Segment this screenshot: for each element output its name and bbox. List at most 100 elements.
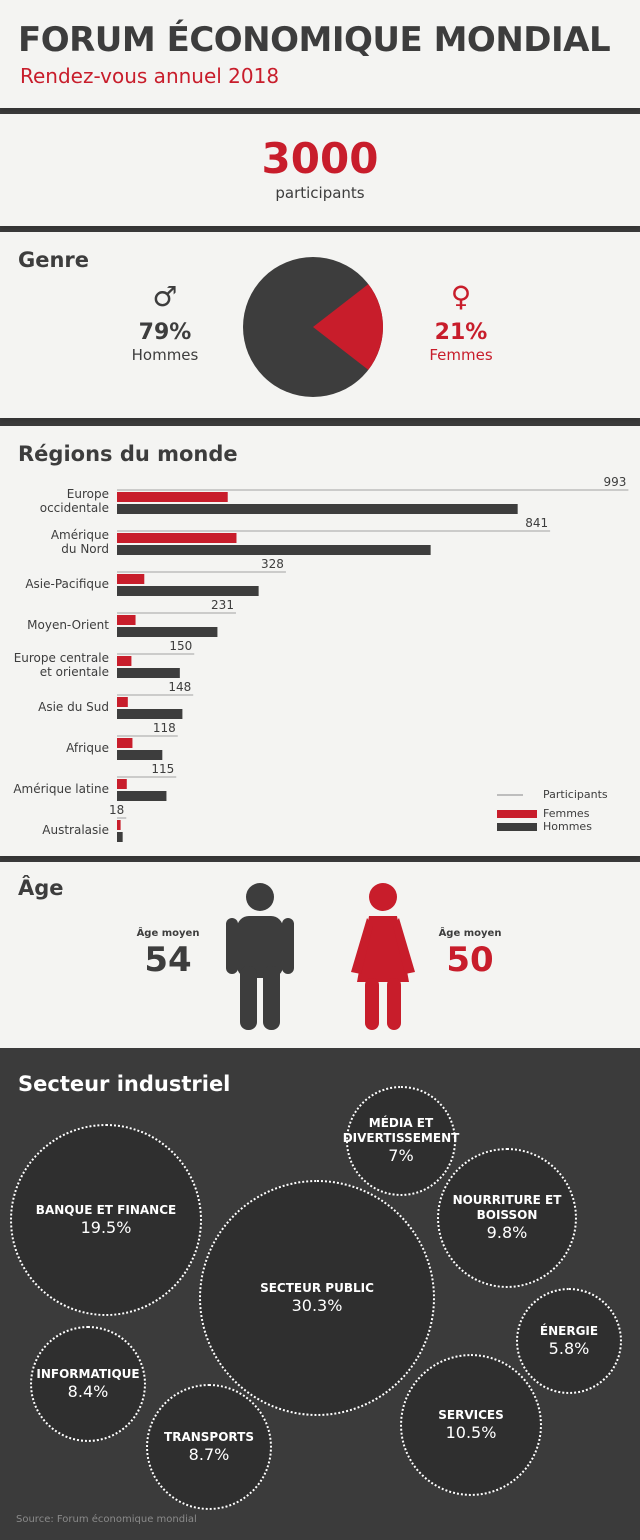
male-icon: ♂ — [152, 280, 178, 313]
men-age-label: Âge moyen — [136, 928, 200, 939]
category-label: occidentale — [40, 501, 109, 515]
bar-value-label: 118 — [153, 721, 176, 735]
bubble-nourriture-value: 9.8% — [486, 1223, 528, 1242]
bar-hommes — [117, 668, 180, 678]
men-label: Hommes — [131, 346, 199, 364]
bubble-informatique: INFORMATIQUE 8.4% — [30, 1326, 146, 1442]
gender-pie-chart — [243, 257, 383, 397]
genre-section: Genre ♂ 79% Hommes ♀ 21% Femmes — [0, 232, 640, 418]
bar-femmes — [117, 697, 128, 707]
bubble-banque-value: 19.5% — [80, 1217, 132, 1237]
bar-hommes — [117, 832, 123, 842]
women-age-label: Âge moyen — [438, 928, 502, 939]
bar-value-label: 231 — [211, 598, 234, 612]
regions-title: Régions du monde — [18, 442, 238, 466]
bubble-secteur-public: SECTEUR PUBLIC 30.3% — [199, 1180, 435, 1416]
category-label: Amérique latine — [13, 782, 109, 796]
category-label: Afrique — [66, 741, 109, 755]
bar-femmes — [117, 779, 127, 789]
genre-title: Genre — [18, 248, 90, 272]
woman-figure-icon — [351, 883, 415, 1030]
bar-value-label: 841 — [525, 516, 548, 530]
bar-value-label: 115 — [151, 762, 174, 776]
page-subtitle: Rendez-vous annuel 2018 — [20, 64, 280, 88]
bubble-transports-value: 8.7% — [188, 1444, 230, 1464]
bubble-secteur-public-label: SECTEUR PUBLIC — [260, 1280, 374, 1295]
legend-participants: Participants — [543, 788, 608, 801]
bubble-energie: ÉNERGIE 5.8% — [516, 1288, 622, 1394]
bar-hommes — [117, 586, 259, 596]
bar-femmes — [117, 656, 132, 666]
bar-hommes — [117, 545, 431, 555]
man-figure-icon — [226, 883, 294, 1030]
bar-hommes — [117, 627, 218, 637]
bubble-media-label-2: DIVERTISSEMENT — [342, 1131, 460, 1145]
bar-femmes — [117, 615, 136, 625]
category-label: Europe centrale — [14, 651, 109, 665]
category-label: du Nord — [61, 542, 109, 556]
header: FORUM ÉCONOMIQUE MONDIAL Rendez-vous ann… — [0, 0, 640, 108]
women-label: Femmes — [429, 346, 493, 364]
women-percent: 21% — [434, 320, 488, 345]
bubble-services: SERVICES 10.5% — [400, 1354, 542, 1496]
bar-value-label: 150 — [169, 639, 192, 653]
bubble-nourriture-label-2: BOISSON — [476, 1208, 538, 1222]
bubble-media-label-1: MÉDIA ET — [368, 1116, 434, 1130]
bubble-informatique-label: INFORMATIQUE — [36, 1366, 140, 1381]
participants-label: participants — [275, 184, 365, 202]
bubble-secteur-public-value: 30.3% — [291, 1295, 343, 1315]
bubble-energie-label: ÉNERGIE — [539, 1323, 599, 1338]
legend-swatch-participants — [497, 794, 523, 796]
category-label: Europe — [67, 487, 109, 501]
bar-hommes — [117, 750, 163, 760]
category-label: Amérique — [51, 528, 109, 542]
bubble-services-value: 10.5% — [445, 1422, 497, 1442]
bubble-nourriture-label-1: NOURRITURE ET — [452, 1193, 562, 1207]
bar-value-label: 993 — [603, 475, 626, 489]
women-age-value: 50 — [446, 940, 494, 980]
bubble-energie-value: 5.8% — [548, 1338, 590, 1358]
bar-femmes — [117, 533, 237, 543]
legend-femmes: Femmes — [543, 807, 590, 820]
bar-hommes — [117, 504, 518, 514]
bubble-transports-label: TRANSPORTS — [164, 1429, 254, 1444]
bubble-media-value: 7% — [388, 1146, 414, 1165]
men-age-value: 54 — [144, 940, 192, 980]
bubble-informatique-value: 8.4% — [67, 1381, 109, 1401]
bubble-nourriture: NOURRITURE ET BOISSON 9.8% — [437, 1148, 577, 1288]
page-title: FORUM ÉCONOMIQUE MONDIAL — [18, 20, 611, 60]
category-label: Asie-Pacifique — [25, 577, 109, 591]
bar-femmes — [117, 820, 121, 830]
bar-femmes — [117, 738, 133, 748]
legend-swatch-femmes — [497, 810, 537, 818]
bubble-media: MÉDIA ET DIVERTISSEMENT 7% — [343, 1086, 459, 1196]
participants-section: 3000 participants — [0, 114, 640, 226]
bubble-services-label: SERVICES — [438, 1407, 504, 1422]
bubble-banque-label: BANQUE ET FINANCE — [35, 1202, 177, 1217]
category-label: Moyen-Orient — [27, 618, 109, 632]
sectors-section: Secteur industriel MÉDIA ET DIVERTISSEME… — [0, 1052, 640, 1540]
legend-hommes: Hommes — [543, 820, 592, 833]
category-label: Asie du Sud — [38, 700, 109, 714]
bar-value-label: 328 — [261, 557, 284, 571]
bar-hommes — [117, 791, 167, 801]
age-section: Âge Âge moyen 54 Âge moyen 50 — [0, 862, 640, 1048]
bar-hommes — [117, 709, 183, 719]
category-label: et orientale — [40, 665, 109, 679]
men-percent: 79% — [138, 320, 192, 345]
bar-value-label: 18 — [109, 803, 124, 817]
bar-femmes — [117, 492, 228, 502]
regions-section: Régions du monde 993 Europe occidentale 841… — [0, 426, 640, 856]
legend-swatch-hommes — [497, 823, 537, 831]
bar-value-label: 148 — [168, 680, 191, 694]
bubble-transports: TRANSPORTS 8.7% — [146, 1384, 272, 1510]
category-label: Australasie — [42, 823, 109, 837]
pie-slice-women — [313, 284, 383, 370]
female-icon: ♀ — [450, 280, 472, 313]
bubble-banque: BANQUE ET FINANCE 19.5% — [10, 1124, 202, 1316]
age-title: Âge — [18, 876, 64, 900]
sectors-title: Secteur industriel — [18, 1072, 231, 1096]
source-note: Source: Forum économique mondial — [16, 1514, 197, 1525]
bar-femmes — [117, 574, 145, 584]
